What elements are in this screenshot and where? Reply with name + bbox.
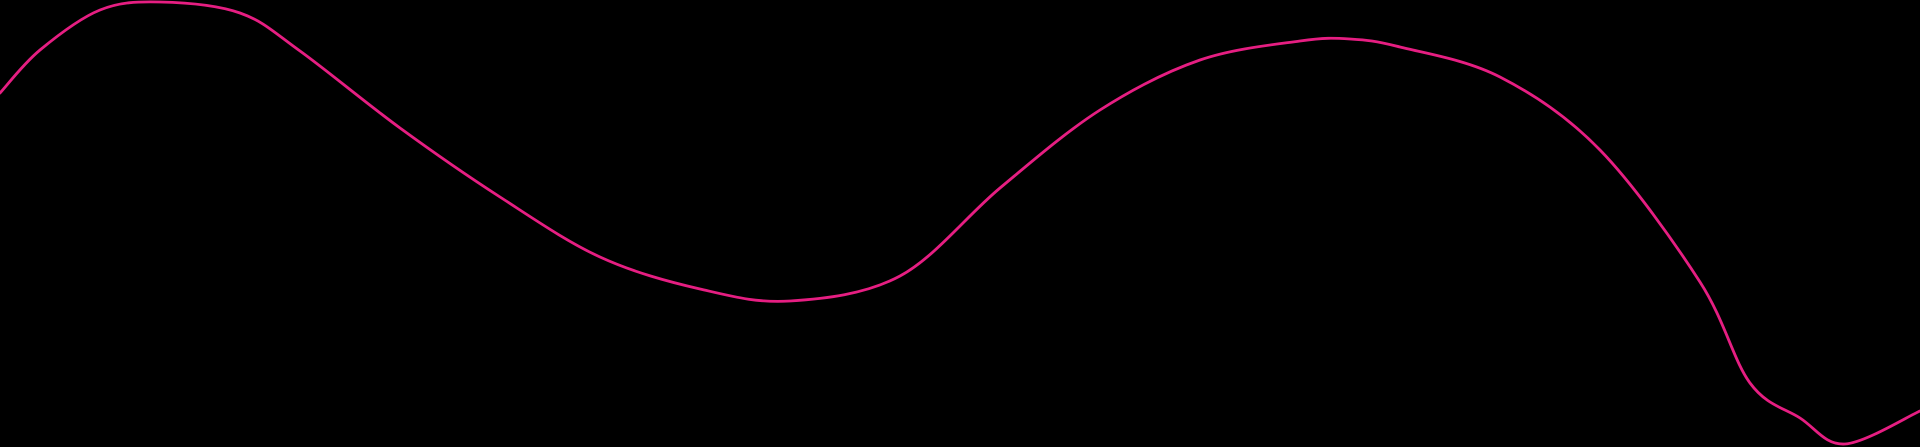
curve-canvas: [0, 0, 1920, 447]
spline-curve: [0, 0, 1920, 446]
background: [0, 0, 1920, 447]
curve-svg: [0, 0, 1920, 447]
